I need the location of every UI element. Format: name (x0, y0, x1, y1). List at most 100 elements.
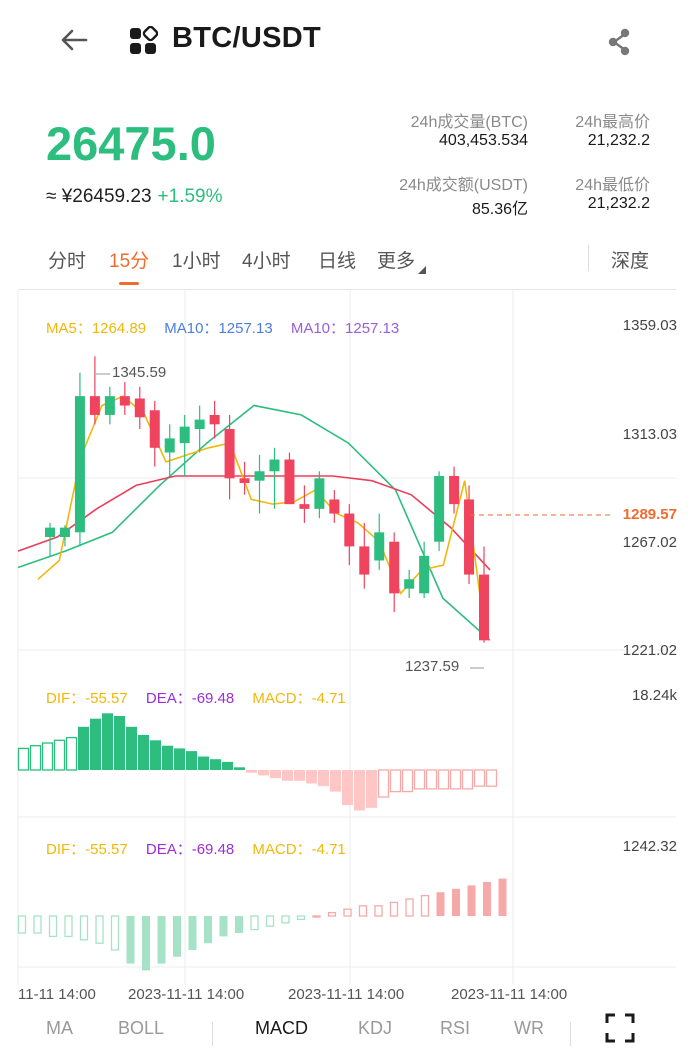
tab-4hour[interactable]: 4小时 (242, 251, 291, 272)
macd-bar (258, 770, 269, 776)
indicator-separator (570, 1022, 571, 1046)
macd-bar (366, 770, 377, 808)
macd2-bar (281, 915, 290, 924)
macd-bar (461, 769, 474, 790)
active-tab-indicator (119, 282, 139, 285)
tab-depth[interactable]: 深度 (611, 251, 650, 272)
app-logo-icon (130, 26, 158, 54)
macd2-bar (420, 894, 430, 917)
candle-body (149, 410, 160, 448)
indicator-wr[interactable]: WR (514, 1018, 544, 1038)
macd-bar (17, 747, 30, 771)
candle-body (104, 396, 115, 415)
ma5-legend: MA5：1264.89 (46, 320, 147, 337)
macd-bar (485, 769, 498, 787)
header: BTC/USDT (0, 0, 694, 84)
macd2-bar (79, 915, 89, 941)
macd-histogram (17, 713, 498, 811)
back-arrow-icon[interactable] (58, 24, 90, 56)
y-axis-label: 1221.02 (622, 642, 677, 659)
macd2-bar (389, 901, 399, 917)
dif-legend: DIF：-55.57 (46, 690, 128, 707)
fullscreen-icon[interactable] (604, 1012, 636, 1044)
macd-bar (210, 759, 221, 770)
macd-bar (318, 770, 329, 787)
macd-bar (246, 770, 257, 773)
divider (18, 289, 676, 290)
candle-body (284, 459, 295, 505)
macd-bar (90, 718, 101, 770)
candle-body (59, 527, 70, 538)
chart-grid (17, 290, 676, 985)
ma-line-yellow (37, 395, 487, 641)
macd2-bar (483, 882, 491, 916)
macd-bar (425, 769, 438, 790)
macd2-bar (405, 898, 414, 917)
macd-bar (41, 742, 54, 771)
macd2-bar (95, 915, 104, 944)
macd-bar (270, 770, 281, 779)
tab-more[interactable]: 更多 (377, 251, 416, 272)
candle-body (449, 475, 460, 505)
volume-btc-value: 403,453.534 (439, 132, 528, 149)
more-dropdown-icon[interactable] (418, 266, 426, 274)
candle-body (434, 475, 445, 542)
ma-line-green (17, 404, 491, 641)
candle-body (134, 398, 145, 418)
ma-lines (17, 395, 491, 641)
macd2-bar (173, 916, 181, 957)
macd2-bar (343, 908, 352, 917)
macd2-bar (219, 916, 228, 937)
cny-price-row: ≈ ¥26459.23 +1.59% (46, 186, 223, 208)
macd2-bar (17, 915, 27, 934)
indicator-boll[interactable]: BOLL (118, 1018, 165, 1038)
tab-1hour[interactable]: 1小时 (172, 251, 221, 272)
candle-body (419, 555, 430, 594)
low-price-label: 24h最低价 (575, 177, 650, 194)
indicator-ma[interactable]: MA (46, 1018, 73, 1038)
candle-body (224, 429, 235, 479)
macd-scale-label: 18.24k (631, 687, 677, 704)
x-axis-label: 2023-11-11 14:00 (128, 986, 245, 1003)
macd2-bar (142, 916, 150, 971)
tab-timeline[interactable]: 分时 (48, 251, 87, 272)
dif-legend: DIF：-55.57 (46, 841, 128, 858)
macd-bar (342, 770, 353, 806)
macd-bar (294, 770, 305, 781)
macd2-bar (374, 905, 383, 917)
macd2-bar (188, 916, 197, 950)
current-price-label: 1289.57 (622, 506, 677, 523)
macd-bar (114, 716, 125, 770)
tab-15min[interactable]: 15分 (109, 251, 150, 272)
high-price-value: 21,232.2 (587, 132, 650, 149)
indicator-rsi[interactable]: RSI (440, 1018, 471, 1038)
macd2-bar (296, 915, 306, 921)
share-icon[interactable] (604, 26, 636, 58)
macd-bar (138, 734, 149, 770)
macd2-bar (358, 905, 368, 917)
macd-bar (78, 726, 89, 770)
candle-body (254, 471, 265, 481)
macd-bar (186, 751, 197, 770)
y-axis-label: 1359.03 (622, 317, 677, 334)
tab-separator (588, 245, 589, 271)
macd2-scale-label: 1242.32 (622, 838, 677, 855)
macd2-bar (48, 915, 58, 938)
macd-bar (198, 756, 209, 770)
candle-body (45, 527, 55, 538)
macd2-bar (327, 911, 337, 917)
dea-legend: DEA：-69.48 (145, 841, 235, 858)
macd-bar (330, 770, 341, 792)
macd-bar (437, 769, 450, 790)
macd-bar (377, 769, 390, 798)
candle-body (74, 396, 85, 533)
indicator-kdj[interactable]: KDJ (358, 1018, 393, 1038)
candle-body (239, 478, 250, 484)
macd-legend: DIF：-55.57 DEA：-69.48 MACD：-4.71 (46, 687, 346, 708)
candle-body (344, 513, 355, 547)
kline-chart[interactable] (0, 290, 694, 1008)
indicator-macd[interactable]: MACD (255, 1018, 308, 1038)
tab-daily[interactable]: 日线 (318, 251, 357, 272)
macd2-bar (312, 915, 321, 918)
macd2-bar (265, 915, 275, 927)
